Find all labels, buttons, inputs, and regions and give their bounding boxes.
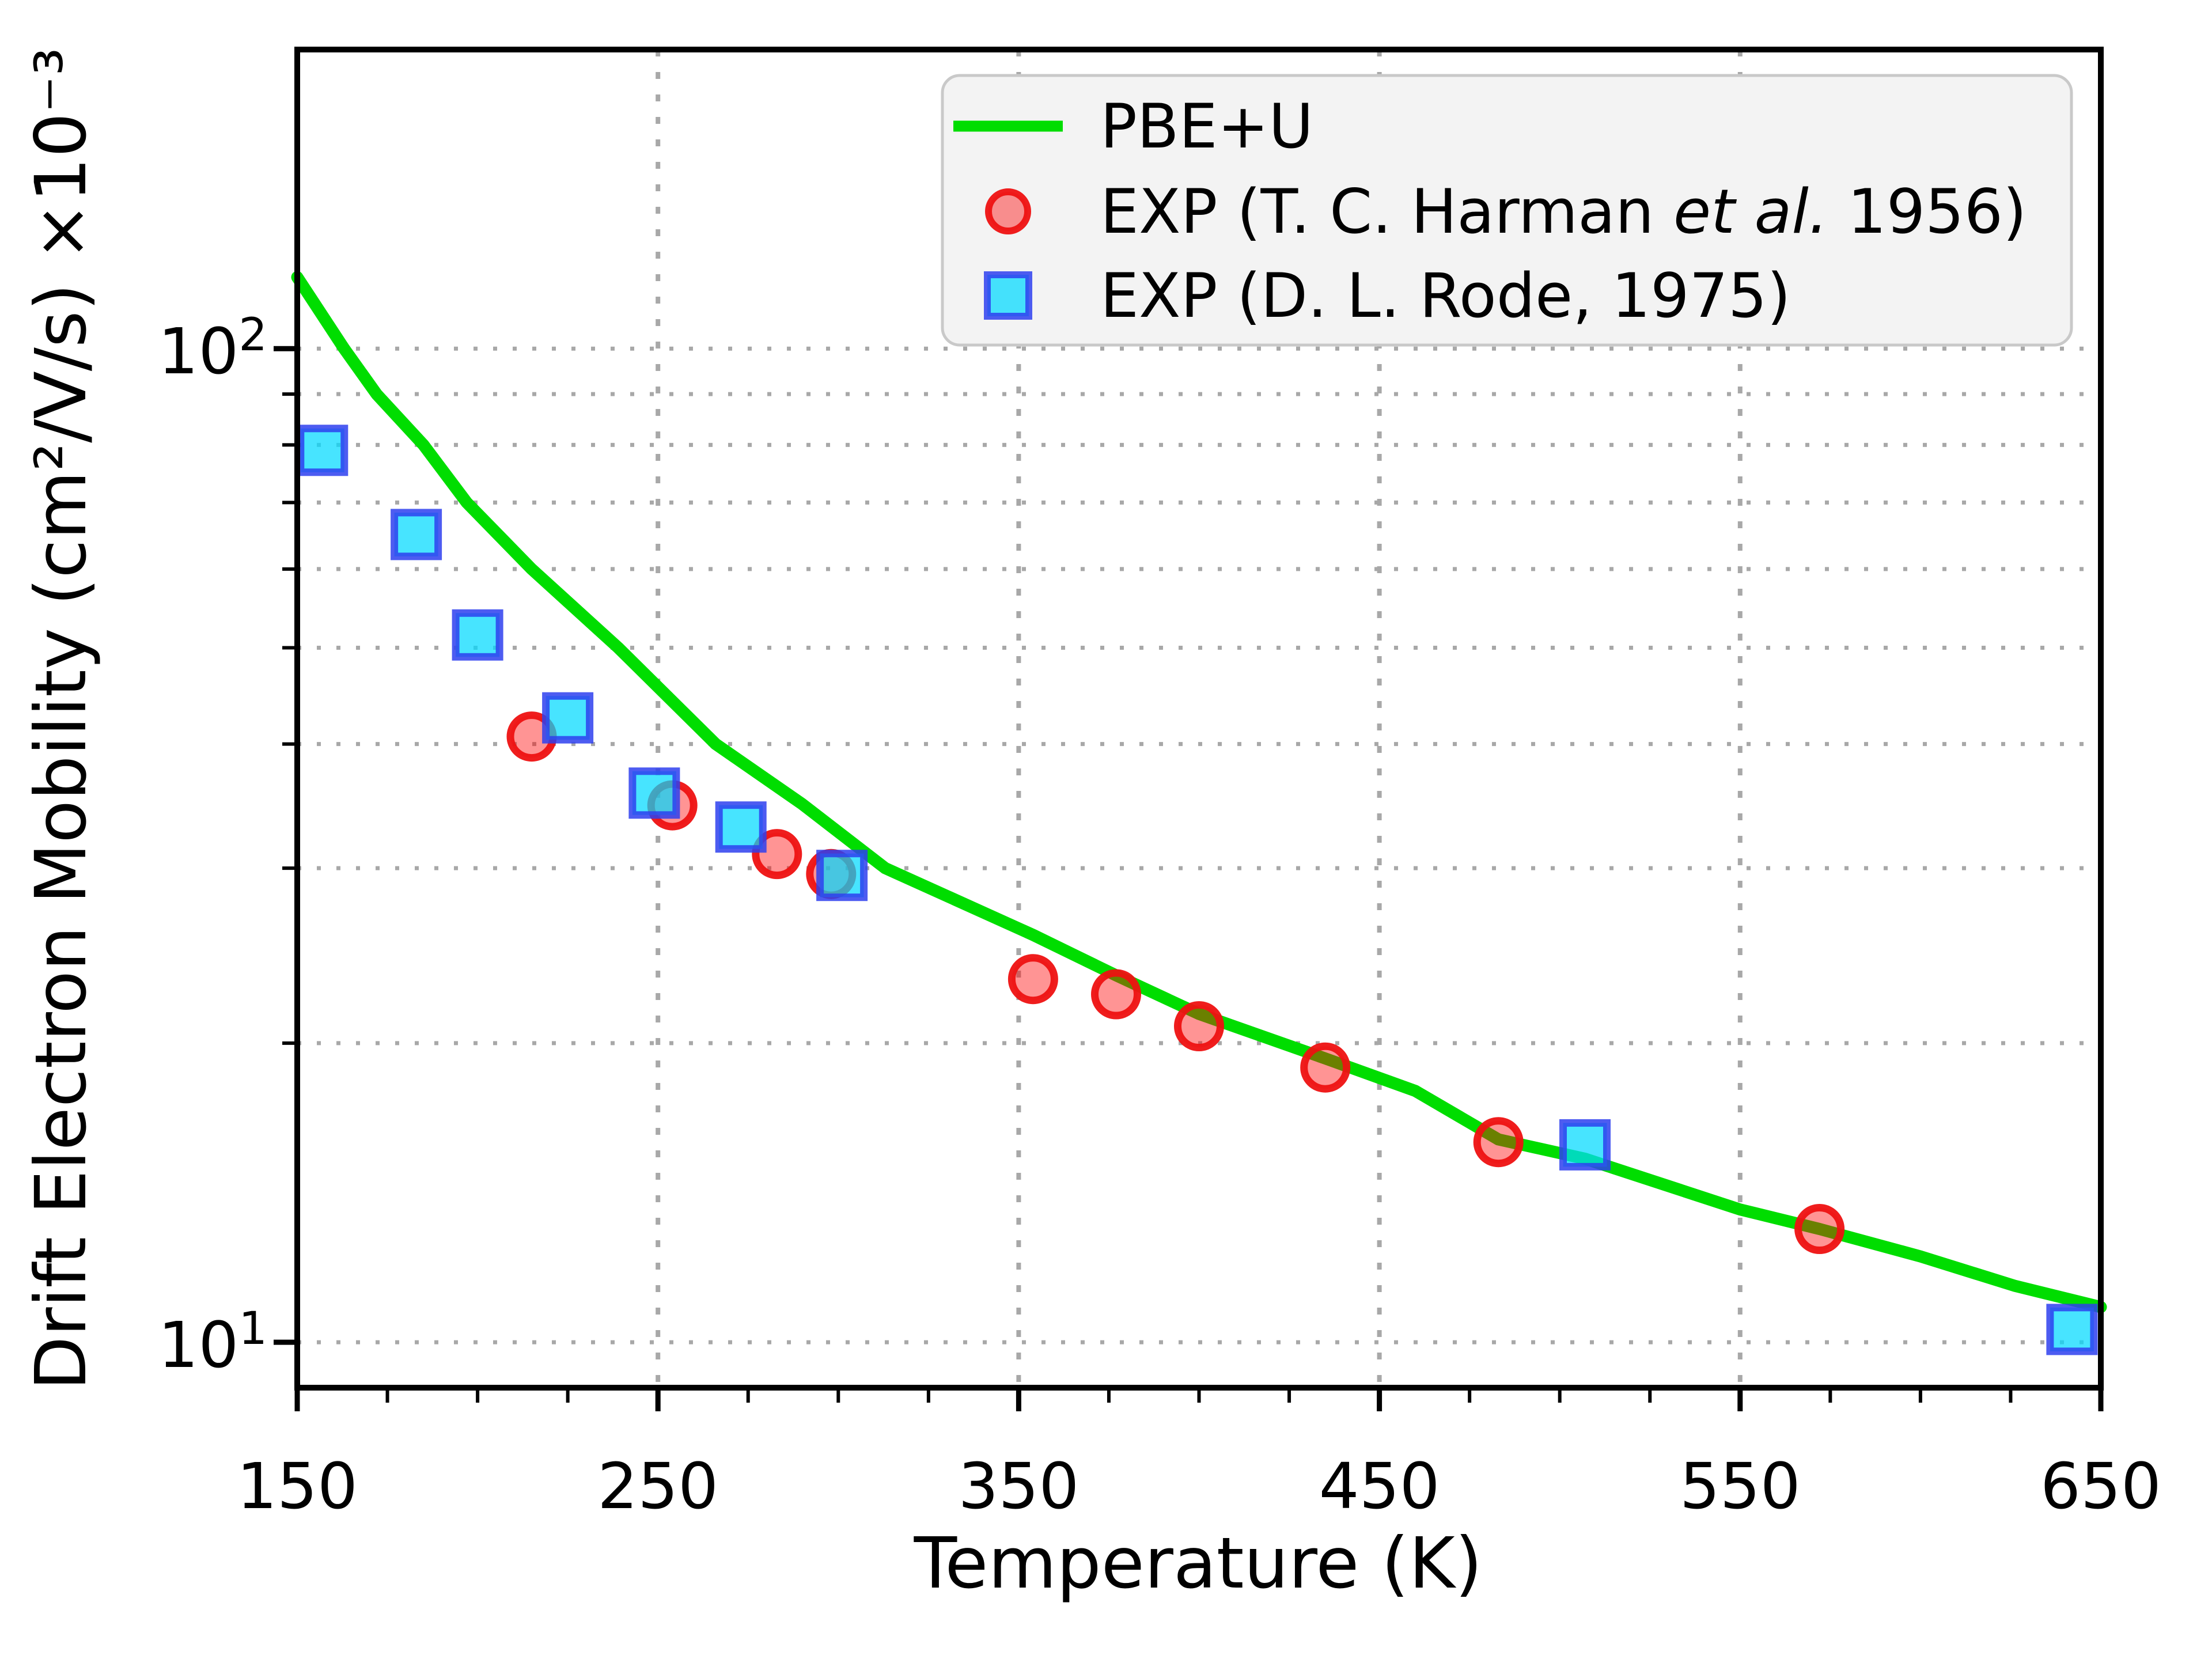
rode-data-point [542, 692, 594, 744]
y-axis-label: Drift Electron Mobility (cm²/V/s) ×10⁻³ [20, 47, 102, 1390]
harman-data-point [1174, 1001, 1224, 1051]
x-axis-label: Temperature (K) [914, 1522, 1483, 1604]
harman-data-point [1007, 954, 1058, 1005]
x-tick-label-650: 650 [2040, 1449, 2161, 1523]
harman-data-point [1794, 1204, 1845, 1254]
legend-label-0: PBE+U [1100, 91, 1313, 162]
rode-data-point [391, 509, 442, 560]
legend-circle-swatch [985, 188, 1031, 234]
tick-labels-layer: 150 250 350 450 550 650 102 101 [158, 309, 2161, 1523]
legend: PBE+U EXP (T. C. Harman et al. 1956) EXP (… [941, 74, 2073, 347]
rode-data-point [297, 425, 349, 476]
pbeu-line [291, 271, 2107, 1313]
y-tick-label-10e1: 101 [158, 1303, 267, 1382]
x-tick-label-550: 550 [1680, 1449, 1801, 1523]
rode-data-point [628, 767, 680, 819]
rode-data-point [715, 801, 767, 853]
x-tick-label-450: 450 [1319, 1449, 1440, 1523]
harman-data-point [1300, 1042, 1351, 1093]
harman-data-point [1091, 969, 1141, 1020]
x-tick-label-350: 350 [958, 1449, 1079, 1523]
rode-data-point [452, 609, 503, 661]
rode-data-point [2046, 1304, 2098, 1355]
axes-layer [274, 47, 2104, 1411]
harman-data-point [1473, 1117, 1524, 1168]
data-layer [291, 271, 2107, 1355]
rode-data-point [816, 850, 868, 902]
legend-square-swatch [984, 271, 1032, 320]
x-tick-label-150: 150 [237, 1449, 358, 1523]
y-tick-label-10e2: 102 [158, 309, 267, 388]
x-tick-label-250: 250 [597, 1449, 718, 1523]
rode-data-point [1559, 1119, 1611, 1171]
legend-label-2: EXP (D. L. Rode, 1975) [1100, 260, 1791, 331]
legend-box [941, 74, 2073, 347]
gridlines-layer [297, 50, 2101, 1388]
legend-label-1: EXP (T. C. Harman et al. 1956) [1100, 176, 2027, 247]
